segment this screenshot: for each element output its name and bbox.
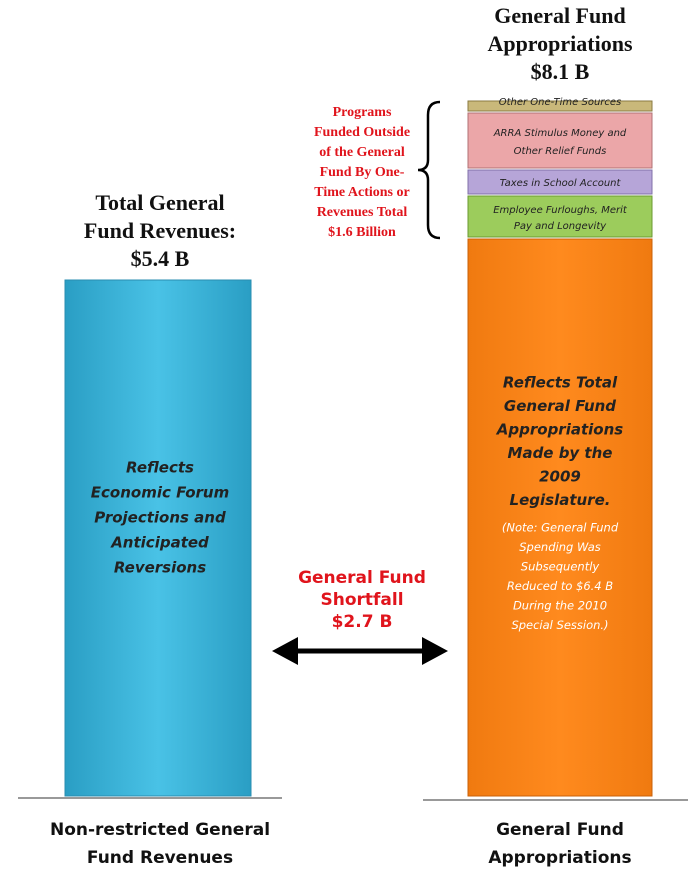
bar-note: Special Session.): [511, 618, 608, 632]
right-title: Appropriations: [487, 31, 633, 56]
left-title: $5.4 B: [131, 246, 190, 271]
one-time-note: Fund By One-: [320, 165, 405, 180]
right-title: General Fund: [494, 3, 625, 28]
segment-label: Other Relief Funds: [514, 146, 607, 157]
shortfall-label: $2.7 B: [332, 612, 393, 632]
appropriation-bar: [467, 238, 653, 797]
segment-other: [467, 100, 653, 112]
one-time-note: Revenues Total: [317, 205, 408, 220]
left-title: Fund Revenues:: [84, 218, 236, 243]
segment-taxes: [467, 169, 653, 195]
one-time-note: Time Actions or: [314, 185, 409, 200]
segment-label: Employee Furloughs, Merit: [493, 205, 628, 216]
shortfall-label: Shortfall: [320, 590, 403, 610]
bar-text: General Fund: [504, 397, 616, 415]
one-time-note: Programs: [333, 105, 392, 120]
segment-furloughs: [467, 195, 653, 238]
category-label: Appropriations: [488, 848, 631, 868]
category-label: Non-restricted General: [50, 820, 270, 840]
bar-note: Spending Was: [519, 540, 600, 554]
bar-text: Reversions: [114, 559, 206, 577]
one-time-note: of the General: [319, 145, 405, 160]
bar-text: Economic Forum: [91, 484, 229, 502]
category-label: Fund Revenues: [87, 848, 233, 868]
segment-arra: [467, 112, 653, 169]
bar-text: 2009: [539, 468, 581, 486]
bar-text: Reflects Total: [503, 374, 618, 392]
brace: [417, 100, 441, 240]
right-title: $8.1 B: [531, 59, 590, 84]
segment-label: Other One-Time Sources: [499, 97, 622, 108]
bar-note: Reduced to $6.4 B: [507, 579, 613, 593]
bar-text: Reflects: [126, 459, 194, 477]
bar-text: Anticipated: [110, 534, 209, 552]
bar-text: Legislature.: [510, 491, 611, 509]
bar-note: Subsequently: [521, 560, 600, 574]
bar-note: During the 2010: [513, 599, 607, 613]
segment-label: ARRA Stimulus Money and: [493, 128, 627, 139]
bar-text: Projections and: [94, 509, 226, 527]
one-time-note: Funded Outside: [314, 125, 410, 140]
bar-text: Made by the: [508, 444, 613, 462]
bar-note: (Note: General Fund: [502, 521, 619, 535]
segment-label: Pay and Longevity: [514, 221, 607, 232]
left-title: Total General: [95, 190, 224, 215]
category-label: General Fund: [496, 820, 624, 840]
revenue-bar: [64, 279, 252, 797]
bar-text: Appropriations: [496, 421, 623, 439]
segment-label: Taxes in School Account: [500, 178, 622, 189]
one-time-note: $1.6 Billion: [328, 225, 396, 240]
shortfall-label: General Fund: [298, 568, 426, 588]
